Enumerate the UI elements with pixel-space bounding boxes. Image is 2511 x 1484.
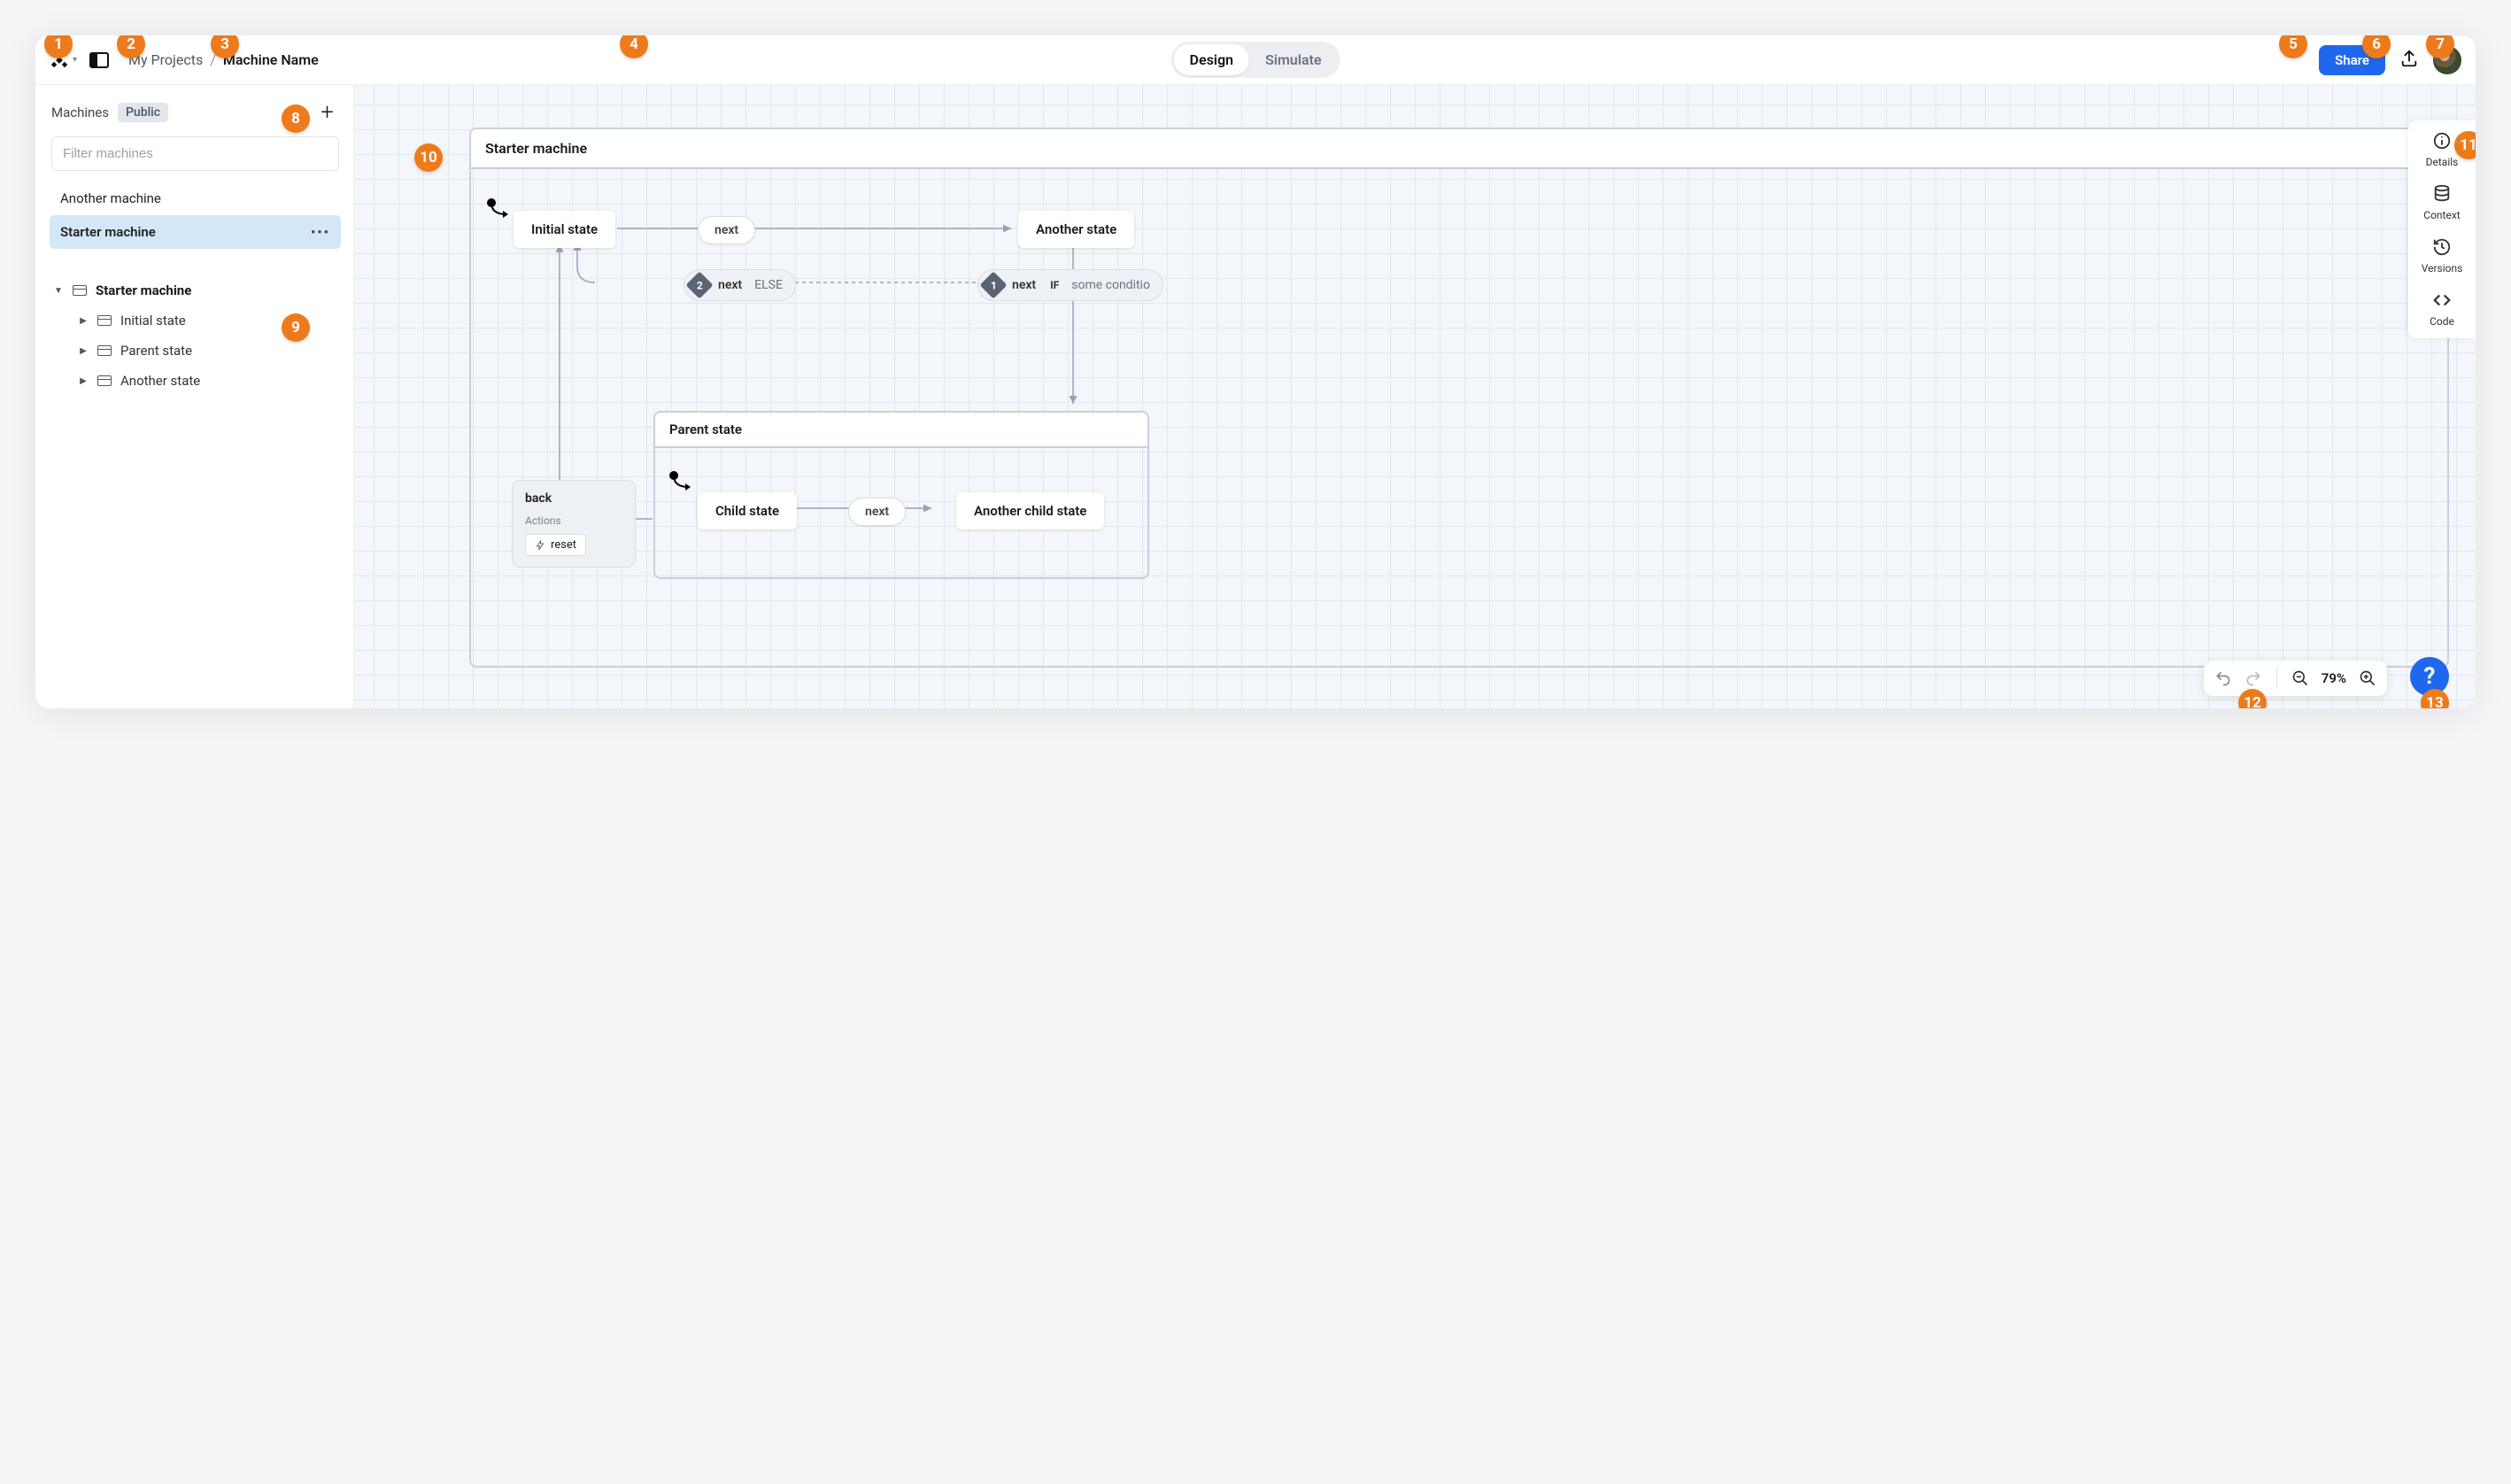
tree-node-root[interactable]: Starter machine (48, 275, 343, 305)
bolt-icon (535, 540, 545, 551)
state-node-child[interactable]: Child state (698, 492, 797, 529)
state-icon (97, 315, 112, 326)
machine-frame[interactable]: Starter machine (469, 128, 2449, 668)
caret-down-icon (53, 286, 64, 296)
zoom-level: 79% (2322, 670, 2346, 686)
code-icon (2432, 290, 2452, 310)
machine-list-item[interactable]: Another machine (50, 182, 341, 215)
zoom-in-button[interactable] (2359, 669, 2376, 687)
machine-actions-menu[interactable]: ••• (311, 224, 330, 240)
rail-label: Details (2426, 156, 2459, 168)
topbar: ▾ My Projects / Machine Name Design Simu… (35, 35, 2476, 85)
initial-arrow-icon (669, 473, 696, 496)
rail-label: Versions (2422, 262, 2463, 274)
machine-list-item[interactable]: Starter machine ••• (50, 215, 341, 249)
caret-right-icon (78, 346, 89, 356)
export-icon (2399, 49, 2419, 68)
transition-pill-next[interactable]: next (848, 498, 906, 526)
breadcrumb-machine[interactable]: Machine Name (223, 51, 319, 68)
transition-pill-next[interactable]: next (698, 216, 755, 244)
state-node-parent[interactable]: Parent state Child state next Another ch… (653, 411, 1149, 579)
add-machine-button[interactable]: + (315, 101, 339, 124)
tree-node[interactable]: Another state (48, 366, 343, 396)
guard-condition: some conditio (1071, 278, 1150, 292)
undo-icon (2214, 669, 2232, 687)
parent-state-title[interactable]: Parent state (655, 413, 1147, 448)
tree-label: Starter machine (96, 282, 191, 298)
event-title: back (525, 491, 622, 506)
guard-event: next (1012, 278, 1036, 292)
database-icon (2432, 184, 2452, 204)
rail-tab-versions[interactable]: Versions (2408, 237, 2476, 274)
transition-guard-1[interactable]: 1 next IF some conditio (977, 269, 1163, 301)
guard-event: next (718, 278, 742, 292)
canvas[interactable]: Starter machine (354, 85, 2476, 708)
zoom-out-icon (2291, 669, 2309, 687)
redo-button[interactable] (2244, 669, 2262, 687)
event-block-back[interactable]: back Actions reset (512, 480, 636, 568)
state-node-another-child[interactable]: Another child state (956, 492, 1104, 529)
guard-if: IF (1050, 279, 1059, 291)
tab-design[interactable]: Design (1174, 44, 1249, 75)
machine-list: Another machine Starter machine ••• (46, 180, 344, 251)
undo-button[interactable] (2214, 669, 2232, 687)
state-icon (97, 345, 112, 356)
export-button[interactable] (2399, 49, 2419, 72)
initial-arrow-icon (487, 200, 514, 223)
wires (471, 129, 2447, 666)
info-icon (2432, 131, 2452, 151)
zoom-in-icon (2359, 669, 2376, 687)
machine-name: Starter machine (60, 224, 156, 240)
rail-label: Context (2423, 209, 2460, 221)
filter-machines-input[interactable] (51, 136, 339, 171)
caret-right-icon (78, 316, 89, 326)
guard-number: 1 (991, 279, 997, 291)
state-icon (73, 285, 87, 296)
tab-simulate[interactable]: Simulate (1249, 44, 1337, 75)
chevron-down-icon: ▾ (73, 55, 77, 65)
zoom-out-button[interactable] (2291, 669, 2309, 687)
state-node-initial[interactable]: Initial state (514, 211, 615, 248)
sidebar: Machines Public + Another machine Starte… (35, 85, 354, 708)
rail-label: Code (2430, 315, 2454, 328)
callout-badge: 10 (414, 143, 443, 172)
machine-name: Another machine (60, 190, 161, 206)
tree-label: Parent state (120, 343, 192, 359)
state-icon (97, 375, 112, 386)
sidebar-title: Machines (51, 104, 109, 120)
redo-icon (2244, 669, 2262, 687)
app-window: ▾ My Projects / Machine Name Design Simu… (35, 35, 2476, 708)
tree-label: Another state (120, 373, 200, 389)
machine-title[interactable]: Starter machine (471, 129, 2447, 169)
callout-badge: 11 (2454, 131, 2476, 159)
tree-label: Initial state (120, 313, 186, 328)
guard-else: ELSE (754, 278, 783, 292)
visibility-badge: Public (118, 103, 168, 122)
rail-tab-code[interactable]: Code (2408, 290, 2476, 328)
state-node-another[interactable]: Another state (1018, 211, 1134, 248)
caret-right-icon (78, 376, 89, 386)
callout-badge: 9 (282, 313, 310, 342)
action-name: reset (551, 538, 576, 552)
callout-badge: 8 (282, 104, 310, 133)
history-icon (2432, 237, 2452, 257)
rail-tab-context[interactable]: Context (2408, 184, 2476, 221)
transition-guard-2[interactable]: 2 next ELSE (684, 269, 796, 301)
action-chip[interactable]: reset (525, 534, 586, 556)
event-section-label: Actions (525, 514, 622, 527)
bottom-toolbar: 79% (2204, 661, 2387, 696)
mode-toggle: Design Simulate (1171, 42, 1340, 78)
panel-toggle-button[interactable] (89, 52, 109, 68)
guard-number: 2 (697, 279, 703, 291)
